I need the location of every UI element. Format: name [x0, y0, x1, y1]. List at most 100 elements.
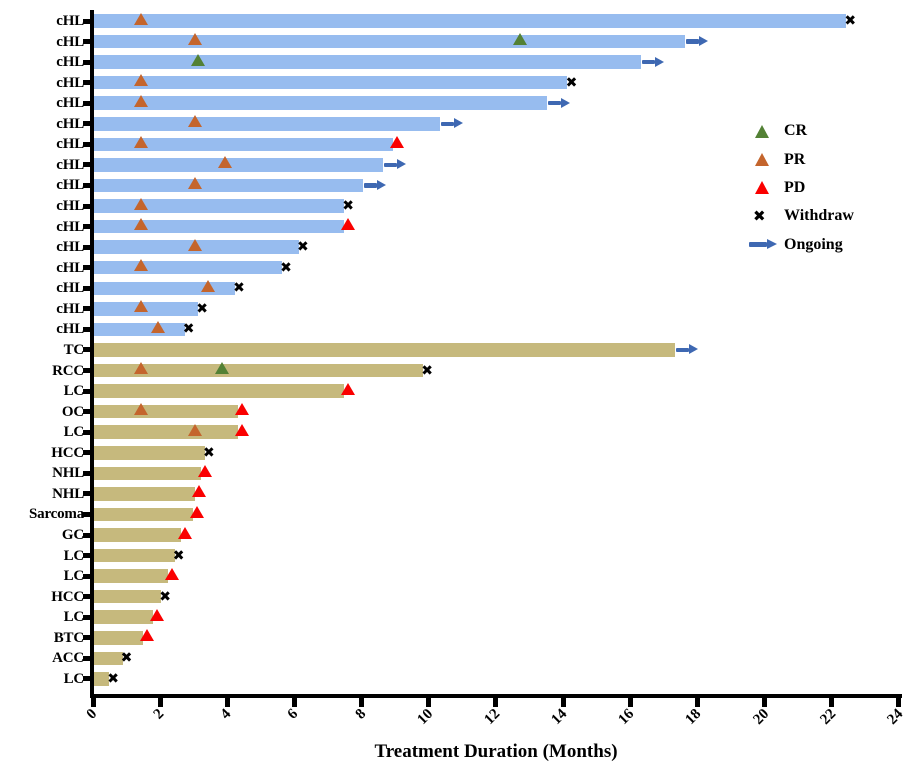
pr-marker [134, 12, 148, 25]
legend-item-pd: PD [742, 174, 854, 202]
row-label-chl: cHL [56, 198, 84, 215]
legend-item-withdraw: ✖ Withdraw [742, 202, 854, 230]
ongoing-arrow-head [655, 56, 665, 67]
row-label-chl: cHL [56, 33, 84, 50]
swimmer-bar-13 [94, 260, 283, 275]
ongoing-arrow-head [453, 118, 463, 129]
swimmer-bar-20 [94, 404, 239, 419]
y-axis-line [90, 10, 94, 698]
y-axis-tick [83, 265, 90, 271]
y-axis-tick [83, 655, 90, 661]
legend-label-pr: PR [784, 150, 806, 168]
x-axis-tick [694, 698, 700, 707]
pd-marker [235, 403, 250, 416]
cr-marker [513, 33, 528, 46]
withdraw-marker: ✖ [107, 670, 119, 687]
row-label-hcc: HCC [51, 588, 84, 605]
x-axis-title: Treatment Duration (Months) [374, 741, 618, 762]
withdraw-marker: ✖ [120, 650, 133, 667]
pr-marker [187, 176, 202, 189]
y-axis-tick [83, 203, 90, 209]
y-axis-tick [83, 368, 90, 374]
withdraw-marker: ✖ [342, 198, 355, 215]
swimmer-bar-5 [94, 96, 548, 110]
x-axis-tick [90, 698, 96, 707]
row-label-lc: LC [63, 424, 85, 441]
ongoing-arrow-head [699, 36, 708, 47]
legend-item-ongoing: Ongoing [742, 231, 854, 259]
row-label-chl: cHL [56, 136, 84, 153]
x-axis-tick [493, 698, 499, 707]
legend-label-pd: PD [784, 178, 806, 196]
swimmer-bar-19 [94, 384, 345, 398]
row-label-lc: LC [63, 568, 85, 585]
pd-marker [341, 382, 356, 395]
y-axis-tick [83, 182, 90, 188]
swimmer-bar-21 [94, 425, 239, 439]
ongoing-arrow-shaft [642, 59, 656, 65]
row-label-lc: LC [63, 383, 85, 400]
cr-triangle [755, 124, 769, 138]
swimmer-bar-8 [94, 158, 383, 172]
ongoing-arrow-head [376, 179, 386, 190]
y-axis-tick [83, 347, 90, 353]
ongoing-arrow-head [688, 344, 698, 355]
swimmer-bar-1 [94, 14, 847, 28]
legend-label-cr: CR [784, 122, 808, 140]
legend: CR PR PD ✖ Withdraw Ongoing [742, 117, 854, 259]
swimmer-bar-18 [94, 363, 424, 378]
pd-marker [164, 567, 179, 580]
pr-marker [201, 279, 216, 292]
row-label-rcc: RCC [52, 362, 84, 379]
legend-label-ongoing: Ongoing [784, 235, 843, 253]
swimmer-bar-2 [94, 34, 685, 49]
pr-marker [134, 74, 148, 87]
ongoing-arrow-head [396, 159, 406, 170]
withdraw-marker: ✖ [182, 321, 195, 338]
row-label-sarcoma: Sarcoma [29, 506, 84, 523]
pd-triangle-icon [742, 181, 784, 195]
y-axis-tick [83, 573, 90, 579]
ongoing-arrow-shaft [383, 162, 397, 168]
ongoing-arrow-shaft [440, 121, 454, 127]
swimmer-bar-33 [94, 672, 110, 686]
row-label-chl: cHL [56, 280, 84, 297]
row-label-lc: LC [63, 670, 85, 687]
x-axis-tick [224, 698, 230, 707]
pr-marker [134, 135, 148, 148]
y-axis-tick [83, 429, 90, 435]
pd-marker [191, 485, 206, 498]
pd-marker [178, 526, 193, 539]
row-label-nhl: NHL [52, 485, 84, 502]
withdraw-marker: ✖ [421, 362, 433, 379]
y-axis-tick [83, 594, 90, 600]
legend-label-withdraw: Withdraw [784, 207, 854, 225]
swimmer-bar-23 [94, 466, 202, 481]
ongoing-arrow-shaft [548, 100, 562, 106]
x-axis-tick [560, 698, 566, 707]
pr-marker [187, 423, 202, 436]
withdraw-marker: ✖ [565, 74, 578, 91]
pr-marker [187, 33, 202, 46]
y-axis-tick [83, 244, 90, 250]
ongoing-arrow-head [561, 97, 571, 108]
cr-marker [191, 53, 206, 66]
y-axis-tick [83, 450, 90, 456]
x-axis-tick [426, 698, 432, 707]
row-label-chl: cHL [56, 239, 84, 256]
pr-marker [134, 94, 148, 107]
y-axis-tick [83, 80, 90, 86]
ongoing-arrow-icon [742, 239, 784, 250]
x-axis-tick [762, 698, 768, 707]
pd-marker [149, 608, 164, 621]
ongoing-arrow-shaft [363, 183, 377, 188]
pd-marker [190, 505, 205, 518]
swimmer-bar-31 [94, 631, 143, 645]
withdraw-marker: ✖ [172, 547, 185, 564]
pd-triangle [755, 181, 769, 195]
y-axis-tick [83, 224, 90, 230]
x-axis-tick [896, 698, 902, 707]
pd-marker [341, 218, 356, 231]
pd-marker [389, 135, 404, 148]
pd-marker [235, 423, 250, 436]
